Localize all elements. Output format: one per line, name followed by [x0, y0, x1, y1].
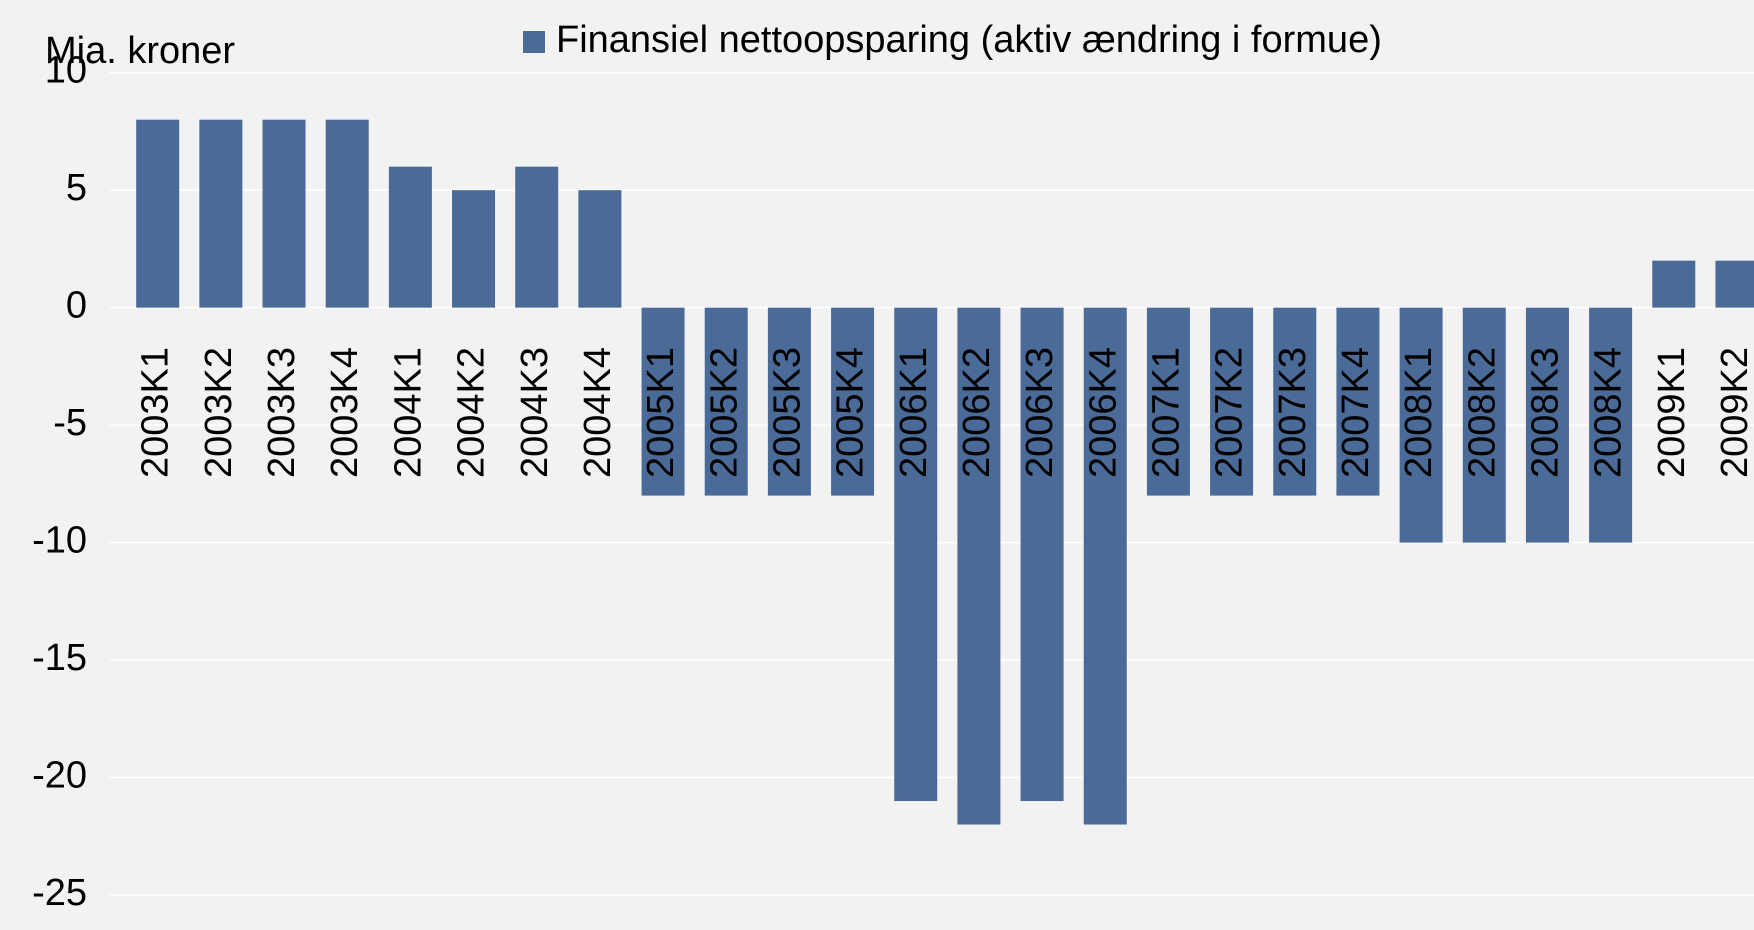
x-tick-label: 2003K4 — [324, 347, 366, 478]
legend-label: Finansiel nettoopsparing (aktiv ændring … — [556, 19, 1382, 61]
y-tick-label: -25 — [32, 872, 87, 914]
x-tick-label: 2008K3 — [1524, 347, 1566, 478]
x-tick-label: 2008K4 — [1588, 347, 1630, 478]
y-axis-title: Mia. kroner — [45, 30, 235, 72]
bar — [1652, 260, 1696, 308]
bar — [1146, 307, 1190, 496]
x-tick-label: 2009K2 — [1714, 347, 1754, 478]
bar — [1462, 307, 1506, 543]
bar — [1715, 260, 1754, 308]
x-tick-label: 2007K3 — [1272, 347, 1314, 478]
y-tick-label: 10 — [45, 50, 87, 92]
x-tick-label: 2004K4 — [577, 347, 619, 478]
x-tick-label: 2005K1 — [640, 347, 682, 478]
bar — [1525, 307, 1569, 543]
bar — [894, 307, 938, 802]
bar — [1336, 307, 1380, 496]
x-tick-label: 2003K3 — [261, 347, 303, 478]
legend-swatch — [523, 31, 545, 53]
bar — [199, 119, 243, 308]
x-tick-label: 2008K2 — [1461, 347, 1503, 478]
bar — [1399, 307, 1443, 543]
bar — [957, 307, 1001, 825]
bar — [1210, 307, 1254, 496]
y-tick-label: 0 — [66, 285, 87, 327]
x-tick-label: 2004K2 — [451, 347, 493, 478]
x-tick-label: 2003K2 — [198, 347, 240, 478]
bar — [1083, 307, 1127, 825]
x-tick-label: 2006K4 — [1082, 347, 1124, 478]
bar — [641, 307, 685, 496]
y-tick-label: -15 — [32, 637, 87, 679]
y-tick-label: 5 — [66, 167, 87, 209]
x-tick-label: 2007K2 — [1209, 347, 1251, 478]
bar — [831, 307, 875, 496]
y-tick-label: -20 — [32, 755, 87, 797]
bar — [767, 307, 811, 496]
x-tick-label: 2006K1 — [893, 347, 935, 478]
bar — [704, 307, 748, 496]
x-tick-label: 2005K3 — [766, 347, 808, 478]
bar — [578, 190, 622, 308]
x-tick-label: 2007K4 — [1335, 347, 1377, 478]
x-tick-label: 2005K2 — [703, 347, 745, 478]
bar — [515, 166, 559, 308]
bar — [136, 119, 180, 308]
bar — [452, 190, 496, 308]
x-tick-label: 2003K1 — [135, 347, 177, 478]
bar — [388, 166, 432, 308]
bar — [325, 119, 369, 308]
x-tick-label: 2009K1 — [1651, 347, 1693, 478]
x-tick-label: 2008K1 — [1398, 347, 1440, 478]
y-tick-label: -10 — [32, 520, 87, 562]
bar — [1273, 307, 1317, 496]
x-tick-label: 2004K1 — [387, 347, 429, 478]
bar — [1589, 307, 1633, 543]
y-tick-label: -5 — [53, 402, 87, 444]
x-tick-label: 2006K3 — [1019, 347, 1061, 478]
x-tick-label: 2007K1 — [1145, 347, 1187, 478]
x-tick-label: 2005K4 — [830, 347, 872, 478]
bar — [1020, 307, 1064, 802]
x-tick-label: 2006K2 — [956, 347, 998, 478]
bar — [262, 119, 306, 308]
x-tick-label: 2004K3 — [514, 347, 556, 478]
